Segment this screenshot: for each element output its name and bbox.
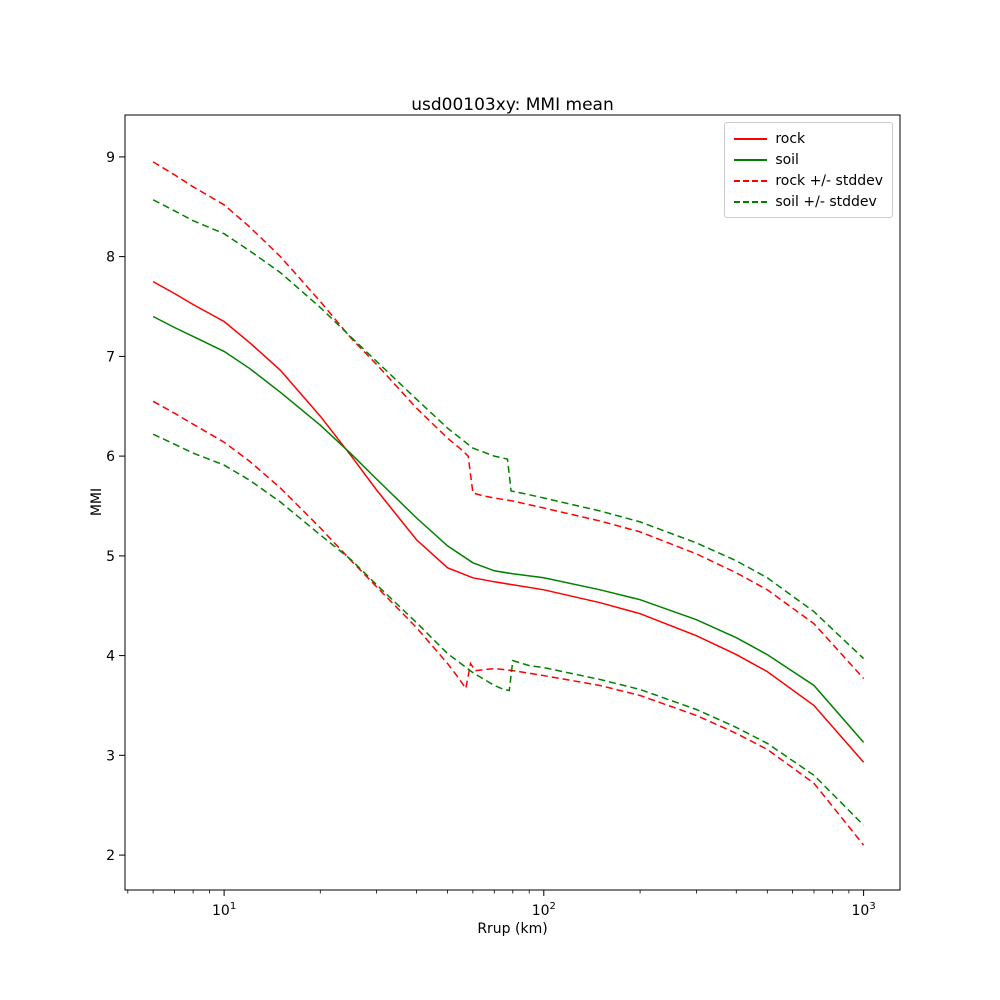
legend-label: soil [775,151,799,168]
y-tick-label: 3 [106,748,115,764]
legend-line-sample [734,137,768,140]
x-tick-label: 103 [851,901,875,919]
legend-label: rock [775,130,806,147]
legend-item-soil-stddev: soil +/- stddev [734,191,883,212]
series-line-soil-stddev [152,433,865,826]
series-line-rock-stddev [152,161,865,680]
legend-line-sample [734,158,768,161]
series-line-soil [152,315,865,743]
y-tick-label: 7 [106,349,115,365]
y-tick-label: 2 [106,848,115,864]
legend-label: rock +/- stddev [775,172,883,189]
series-line-rock-stddev [152,400,865,846]
legend-item-rock-stddev: rock +/- stddev [734,170,883,191]
y-tick-label: 5 [106,549,115,565]
legend: rock soil rock +/- stddev soil +/- stddev [724,122,893,218]
x-tick-label: 101 [212,901,236,919]
legend-label: soil +/- stddev [775,193,877,210]
series-line-rock [152,280,865,763]
series-line-soil-stddev [152,199,865,660]
y-tick-label: 4 [106,649,115,665]
legend-item-soil: soil [734,149,883,170]
legend-item-rock: rock [734,128,883,149]
y-tick-label: 9 [106,150,115,166]
y-tick-label: 6 [106,449,115,465]
legend-line-sample [734,179,768,182]
axes-frame [124,114,901,891]
legend-line-sample [734,200,768,203]
chart-title: usd00103xy: MMI mean [411,95,614,115]
x-tick-label: 102 [532,901,556,919]
x-axis-label: Rrup (km) [477,921,548,937]
y-tick-label: 8 [106,250,115,266]
